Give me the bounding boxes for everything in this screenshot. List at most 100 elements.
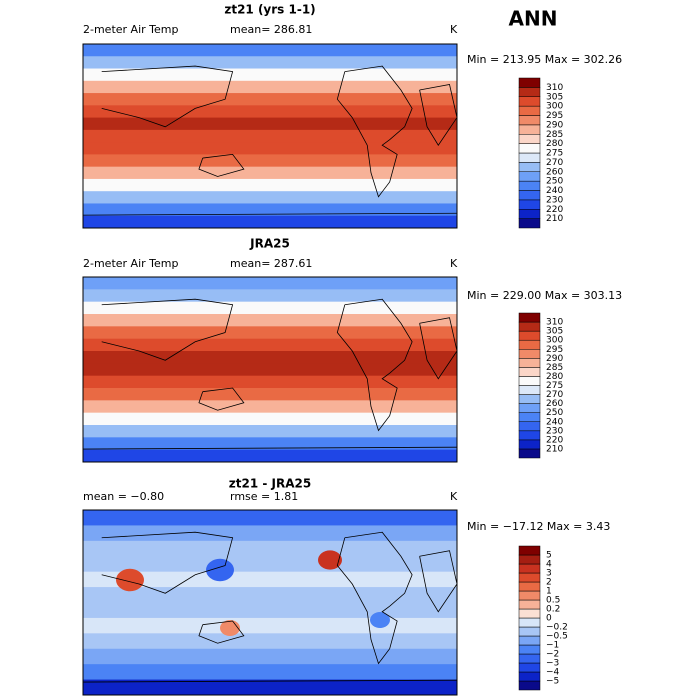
map-shade	[83, 571, 457, 588]
colorbar-label: 250	[546, 177, 563, 187]
map-shade	[83, 105, 457, 119]
stat-label: mean= 287.61	[230, 257, 312, 270]
range-label: Min = 229.00 Max = 303.13	[467, 289, 622, 302]
colorbar-label: 250	[546, 408, 563, 418]
colorbar-box	[518, 403, 541, 413]
coastline	[101, 65, 234, 128]
colorbar-box	[518, 199, 541, 210]
range-label: Min = −17.12 Max = 3.43	[467, 520, 610, 533]
coastline	[419, 317, 458, 380]
colorbar-label: 300	[546, 102, 563, 112]
coastline	[82, 212, 458, 216]
colorbar-box	[518, 421, 541, 432]
colorbar-label: 0.2	[546, 605, 560, 615]
map-shade	[83, 437, 457, 451]
colorbar-label: 270	[546, 390, 563, 400]
colorbar-label: 5	[546, 551, 552, 561]
colorbar-label: 240	[546, 186, 563, 196]
map-shade	[370, 612, 390, 628]
map-shade	[83, 338, 457, 352]
colorbar-box	[518, 171, 541, 182]
colorbar-box	[518, 152, 541, 163]
colorbar-label: 2	[546, 578, 552, 588]
colorbar-box	[518, 376, 541, 386]
colorbar-label: 260	[546, 167, 563, 177]
map-shade	[83, 129, 457, 143]
colorbar-label: 275	[546, 149, 563, 159]
map-shade	[83, 425, 457, 438]
map-shade	[83, 540, 457, 557]
colorbar-label: 220	[546, 205, 563, 215]
colorbar-label: 210	[546, 214, 563, 224]
colorbar-label: 295	[546, 345, 563, 355]
colorbar-box	[518, 190, 541, 201]
units-label: K	[450, 490, 458, 503]
map-shade	[83, 556, 457, 573]
colorbar-box	[518, 581, 541, 592]
colorbar-box	[518, 367, 541, 377]
map-shade	[83, 142, 457, 155]
colorbar-box	[518, 599, 541, 610]
colorbar-box	[518, 430, 541, 441]
coastline	[198, 387, 245, 411]
colorbar-box	[518, 412, 541, 422]
map-shade	[83, 326, 457, 340]
colorbar-label: 300	[546, 336, 563, 346]
map-shade	[83, 375, 457, 389]
map-shade	[83, 412, 457, 426]
colorbar-box	[518, 626, 541, 637]
map-shade	[206, 558, 234, 582]
colorbar-label: 270	[546, 158, 563, 168]
coastline	[336, 531, 413, 665]
coastline	[101, 298, 234, 361]
colorbar-box	[518, 394, 541, 404]
colorbar-label: −4	[546, 668, 560, 678]
units-label: K	[450, 257, 458, 270]
map-frame	[82, 43, 458, 229]
map-shade	[83, 525, 457, 542]
colorbar-box	[518, 358, 541, 368]
panel-title: JRA25	[249, 237, 290, 251]
colorbar-label: 275	[546, 381, 563, 391]
colorbar-label: 310	[546, 318, 563, 328]
panel-title: zt21 - JRA25	[229, 477, 311, 491]
colorbar-box	[518, 662, 541, 673]
units-label: K	[450, 23, 458, 36]
colorbar-label: 0.5	[546, 596, 560, 606]
map-shade	[83, 449, 457, 463]
colorbar-box	[518, 330, 541, 341]
coastline	[198, 620, 245, 644]
map-shade	[83, 80, 457, 94]
map-shade	[83, 587, 457, 603]
map-frame	[82, 509, 458, 696]
colorbar-box	[518, 572, 541, 583]
colorbar-box	[518, 349, 541, 359]
colorbar-box	[518, 448, 541, 459]
coastline	[82, 446, 458, 450]
colorbar-box	[518, 617, 541, 628]
colorbar-label: −3	[546, 659, 559, 669]
map-shade	[83, 388, 457, 401]
colorbar-label: 295	[546, 111, 563, 121]
colorbar-label: 0	[546, 614, 552, 624]
colorbar-label: 260	[546, 399, 563, 409]
map-shade	[83, 93, 457, 106]
colorbar-label: 1	[546, 587, 552, 597]
colorbar-box	[518, 385, 541, 395]
colorbar-box	[518, 680, 541, 691]
map-shade	[83, 289, 457, 303]
colorbar-box	[518, 143, 541, 154]
map-shade	[83, 44, 457, 57]
colorbar-label: 310	[546, 83, 563, 93]
variable-label: mean = −0.80	[83, 490, 164, 503]
map-shade	[83, 633, 457, 650]
map-shade	[83, 203, 457, 217]
stat-label: rmse = 1.81	[230, 490, 298, 503]
map-shade	[83, 351, 457, 364]
colorbar-box	[518, 124, 541, 135]
map-shade	[83, 215, 457, 229]
coastline	[419, 550, 458, 613]
colorbar-label: 230	[546, 426, 563, 436]
colorbar-box	[518, 635, 541, 646]
